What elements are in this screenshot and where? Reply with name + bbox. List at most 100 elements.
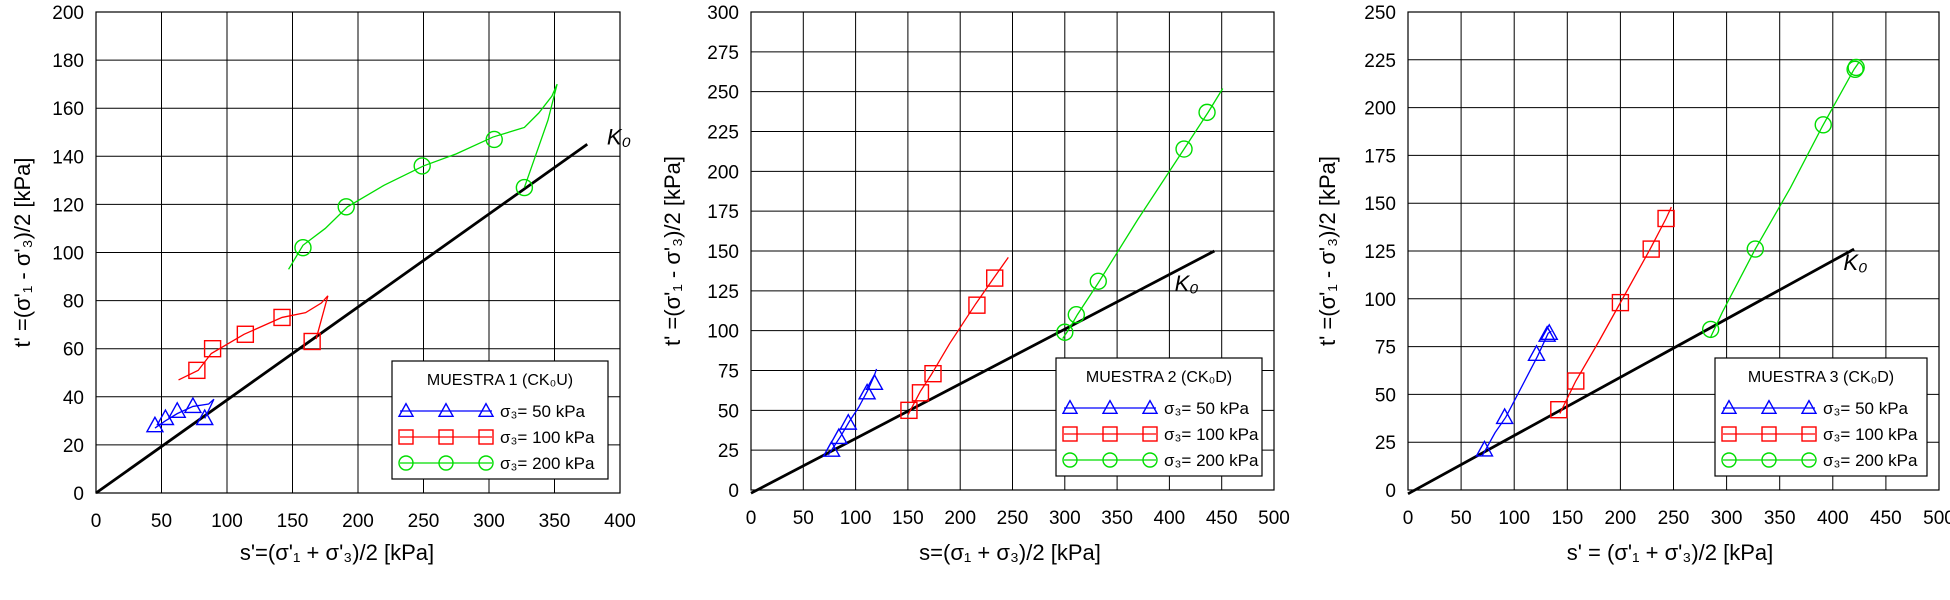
y-tick-label: 25	[718, 441, 739, 462]
square-marker	[900, 401, 918, 420]
y-tick-label: 50	[718, 401, 739, 422]
y-tick-label: 160	[52, 99, 84, 120]
legend-entry: σ₃= 100 kPa	[500, 428, 595, 447]
circle-marker	[1102, 452, 1118, 468]
series-line	[1481, 330, 1552, 456]
k0-label: K₀	[1175, 271, 1199, 296]
circle-marker	[1746, 240, 1764, 258]
circle-marker	[1175, 140, 1193, 158]
y-tick-label: 0	[1385, 481, 1396, 502]
k0-label: K₀	[1843, 250, 1867, 275]
plot-frame	[750, 11, 1275, 491]
y-tick-labels: 0 20 40 60 80 100 120 140 160 180 200	[52, 3, 84, 505]
y-tick-label: 100	[1364, 290, 1396, 311]
series-line	[1559, 206, 1672, 414]
x-tick-label: 200	[342, 511, 374, 532]
y-tick-label: 0	[728, 481, 739, 502]
y-tick-label: 75	[718, 362, 739, 383]
square-marker	[1062, 426, 1078, 442]
legend-entry: σ₃= 200 kPa	[500, 454, 595, 473]
x-tick-label: 300	[473, 511, 505, 532]
square-marker	[1761, 426, 1777, 442]
x-tick-label: 150	[277, 511, 309, 532]
x-tick-labels: 0 50 100 150 200 250 300 350 400 450 500	[746, 508, 1290, 529]
triangle-marker	[168, 401, 187, 418]
x-tick-label: 450	[1206, 508, 1238, 529]
y-tick-label: 225	[1364, 51, 1396, 72]
triangle-marker	[1720, 399, 1738, 414]
x-tick-label: 100	[1498, 508, 1530, 529]
square-marker	[1550, 400, 1568, 419]
y-tick-labels: 0 25 50 75 100 125 150 175 200 225 250 275 300	[707, 3, 739, 502]
y-tick-label: 50	[1375, 385, 1396, 406]
series-line	[1710, 61, 1860, 338]
circle-marker	[1847, 58, 1865, 77]
legend-title: MUESTRA 2 (CK₀D)	[1086, 369, 1232, 386]
triangle-marker	[829, 427, 849, 445]
triangle-marker	[477, 402, 495, 417]
series-group	[1475, 58, 1865, 457]
square-marker	[1642, 240, 1660, 258]
series-line	[178, 295, 329, 381]
series-line	[907, 256, 1009, 416]
series-group	[145, 83, 558, 433]
circle-marker	[1721, 452, 1737, 468]
square-marker	[1142, 426, 1158, 442]
k0-line	[750, 249, 1216, 495]
square-marker	[1102, 426, 1118, 442]
circle-marker	[1801, 452, 1817, 468]
plot-frame	[1407, 11, 1940, 491]
y-axis-label: t' =(σ'₁ - σ'₃)/2 [kPa]	[1315, 156, 1340, 346]
y-tick-label: 175	[707, 202, 739, 223]
grid	[95, 11, 621, 494]
circle-marker	[1067, 306, 1086, 324]
x-tick-label: 200	[944, 508, 976, 529]
triangle-marker	[1537, 325, 1557, 342]
triangle-marker	[822, 440, 841, 457]
y-tick-label: 100	[707, 322, 739, 343]
x-tick-label: 50	[151, 511, 172, 532]
square-marker	[1721, 426, 1737, 442]
y-tick-label: 125	[707, 282, 739, 303]
x-tick-label: 400	[1817, 508, 1849, 529]
circle-marker	[1814, 116, 1832, 134]
legend-entry: σ₃= 100 kPa	[1823, 425, 1918, 444]
k0-label: K₀	[607, 124, 631, 149]
y-tick-label: 200	[1364, 99, 1396, 120]
triangle-marker	[1527, 344, 1546, 361]
square-marker	[1611, 293, 1630, 312]
y-axis-label: t' =(σ'₁ - σ'₃)/2 [kPa]	[660, 156, 685, 346]
square-marker	[911, 384, 930, 402]
x-tick-label: 400	[604, 511, 636, 532]
circle-marker	[515, 178, 534, 197]
x-tick-label: 400	[1154, 508, 1186, 529]
y-tick-label: 250	[1364, 3, 1396, 24]
triangle-marker	[865, 373, 884, 390]
square-marker	[924, 364, 942, 383]
triangle-marker	[839, 413, 858, 430]
legend-entry: σ₃= 50 kPa	[1164, 399, 1250, 418]
legend-entry: σ₃= 50 kPa	[500, 402, 586, 421]
x-tick-label: 350	[1764, 508, 1796, 529]
plot-frame	[95, 11, 621, 494]
circle-marker	[1198, 103, 1216, 122]
circle-marker	[1701, 320, 1720, 339]
k0-line-group: K₀	[95, 124, 631, 495]
square-marker	[273, 308, 291, 327]
y-tick-label: 40	[63, 388, 84, 409]
square-marker	[438, 429, 454, 445]
triangle-marker	[1495, 407, 1514, 425]
chart-panel-2: 0 25 50 75 100 125 150 175 200 225 250 275 300 0 50 10…	[660, 3, 1290, 565]
triangle-marker	[1760, 399, 1778, 414]
series-line	[1062, 88, 1224, 339]
x-tick-label: 300	[1049, 508, 1081, 529]
y-tick-label: 140	[52, 147, 84, 168]
circle-marker	[438, 455, 454, 471]
y-tick-label: 300	[707, 3, 739, 24]
circle-marker	[294, 238, 312, 257]
x-tick-label: 100	[211, 511, 243, 532]
x-tick-label: 0	[746, 508, 757, 529]
k0-line	[95, 143, 589, 495]
x-tick-label: 0	[91, 511, 102, 532]
legend-title: MUESTRA 3 (CK₀D)	[1748, 369, 1894, 386]
